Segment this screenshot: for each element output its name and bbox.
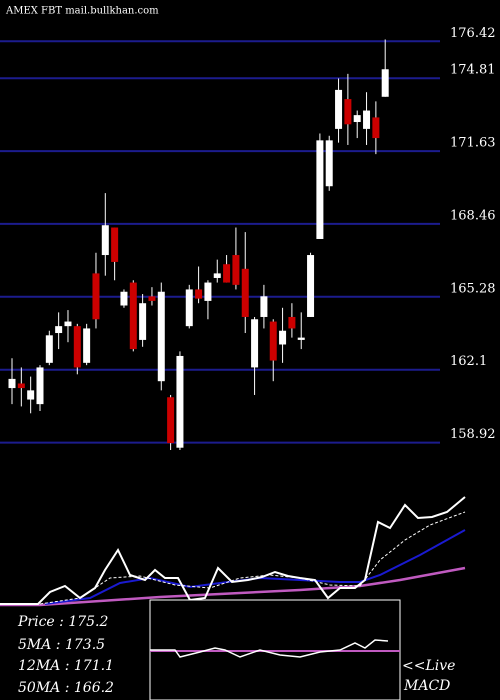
candle-body [64,321,72,327]
candle-body [232,255,240,285]
macd-line [150,639,389,658]
candle-body [372,117,380,139]
candle-body [176,355,184,448]
candle-body [185,289,193,327]
candle-body [363,110,371,129]
y-tick-label: 174.81 [450,63,496,78]
candle-body [27,390,35,400]
y-tick-label: 176.42 [450,26,496,41]
ma5-line [39,511,466,605]
y-tick-label: 171.63 [450,136,496,151]
candle-body [335,89,343,129]
candle-body [325,140,333,187]
candle-body [204,282,212,301]
y-tick-label: 162.1 [450,354,487,369]
candle-body [288,316,296,329]
price-line [0,496,466,605]
candle-body [17,383,25,389]
y-tick-label: 165.28 [450,281,496,296]
candle-body [223,264,231,283]
candle-body [213,273,221,278]
candle-body [129,282,137,350]
candle-body [120,291,128,306]
summary-5ma: 5MA : 173.5 [18,637,105,653]
candle-body [279,330,287,345]
candle-body [139,303,147,340]
candle-body [83,328,91,363]
candle-body [45,335,53,363]
summary-12ma: 12MA : 171.1 [18,658,114,674]
candle-body [241,268,249,317]
candle-body [157,291,165,382]
summary-price: Price : 175.2 [17,614,109,630]
candle-body [316,140,324,239]
y-tick-label: 168.46 [450,208,496,223]
candle-body [36,367,44,405]
candle-body [381,69,389,97]
chart-title: AMEX FBT mail.bullkhan.com [5,6,159,17]
indicator-panel [0,496,466,700]
candle-body [73,326,81,368]
candle-body [307,255,315,317]
candle-body [148,296,156,301]
candle-body [353,115,361,123]
indicator-label: MACD [403,678,450,694]
candle-body [55,326,63,334]
candle-body [269,321,277,361]
summary-50ma: 50MA : 166.2 [18,680,114,696]
candle-body [111,227,119,262]
candle-body [260,296,268,317]
candle-body [167,397,175,444]
candle-body [344,99,352,125]
ma50-line [0,566,466,607]
live-label: <<Live [402,658,455,674]
candle-body [92,273,100,320]
y-tick-label: 158.92 [450,427,496,442]
candle-body [8,378,16,389]
candle-body [297,337,305,340]
candle-body [101,225,109,256]
candle-body [251,319,259,368]
candle-body [195,289,203,299]
